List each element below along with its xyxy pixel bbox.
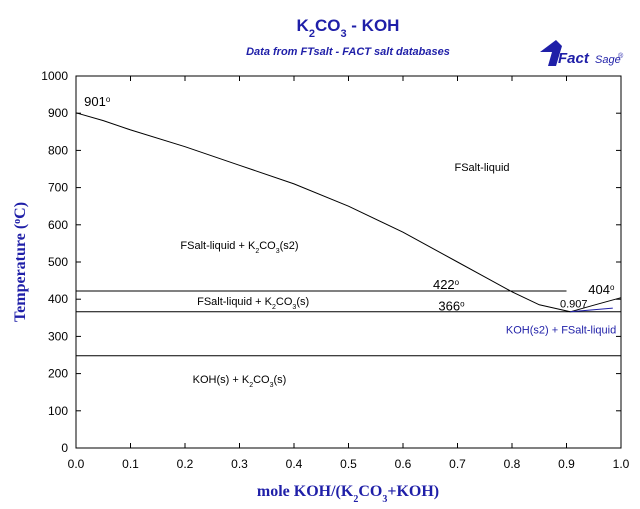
x-tick-label: 1.0 (613, 457, 630, 471)
logo-mark: ® (618, 52, 624, 60)
series-lines (75, 112, 622, 357)
y-tick-label: 600 (48, 218, 68, 232)
x-tick-label: 0.8 (504, 457, 521, 471)
region-label: FSalt-liquid + K2CO3(s2) (180, 240, 298, 255)
plot-frame (75, 75, 622, 449)
chart-title: K2CO3 - KOH (297, 16, 400, 40)
logo-swoosh-icon (540, 40, 562, 66)
point-label: 404o (588, 282, 615, 297)
series-liquidus-right (570, 297, 622, 313)
x-tick-label: 0.5 (340, 457, 357, 471)
logo-brand-bold: Fact (558, 50, 590, 67)
x-tick-label: 0.3 (231, 457, 248, 471)
y-tick-label: 0 (61, 441, 68, 455)
y-tick-label: 400 (48, 292, 68, 306)
y-tick-label: 1000 (41, 69, 68, 83)
y-tick-label: 300 (48, 329, 68, 343)
logo-brand-light: Sage (595, 54, 621, 66)
x-tick-label: 0.6 (395, 457, 412, 471)
region-label: FSalt-liquid + K2CO3(s) (197, 296, 309, 311)
y-axis-label: Temperature (oC) (12, 202, 30, 322)
point-label: 901o (84, 94, 111, 109)
region-label: KOH(s) + K2CO3(s) (193, 374, 287, 389)
y-tick-label: 500 (48, 255, 68, 269)
x-tick-label: 0.2 (177, 457, 194, 471)
x-tick-label: 0.0 (68, 457, 85, 471)
x-tick-label: 0.7 (449, 457, 466, 471)
y-tick-label: 700 (48, 181, 68, 195)
region-label: FSalt-liquid (455, 162, 510, 174)
series-koh-solidus (570, 307, 613, 313)
x-tick-label: 0.1 (122, 457, 139, 471)
chart-subtitle: Data from FTsalt - FACT salt databases (246, 46, 450, 58)
x-axis-label: mole KOH/(K2CO3+KOH) (257, 483, 439, 504)
x-tick-label: 0.9 (558, 457, 575, 471)
point-label: 0.907 (560, 298, 588, 310)
factsage-logo: Fact Sage ® (540, 40, 624, 67)
point-label: 366o (438, 298, 465, 313)
region-label: KOH(s2) + FSalt-liquid (506, 324, 616, 336)
y-tick-label: 800 (48, 143, 68, 157)
y-tick-label: 200 (48, 367, 68, 381)
x-tick-label: 0.4 (286, 457, 303, 471)
y-tick-label: 100 (48, 404, 68, 418)
point-label: 422o (433, 277, 460, 292)
axis-ticks: 0.0 0.1 0.2 0.3 0.4 0.5 0.6 0.7 0.8 0.9 1.0 0 100 200… (41, 69, 629, 471)
series-liquidus-left (75, 112, 571, 313)
y-tick-label: 900 (48, 106, 68, 120)
